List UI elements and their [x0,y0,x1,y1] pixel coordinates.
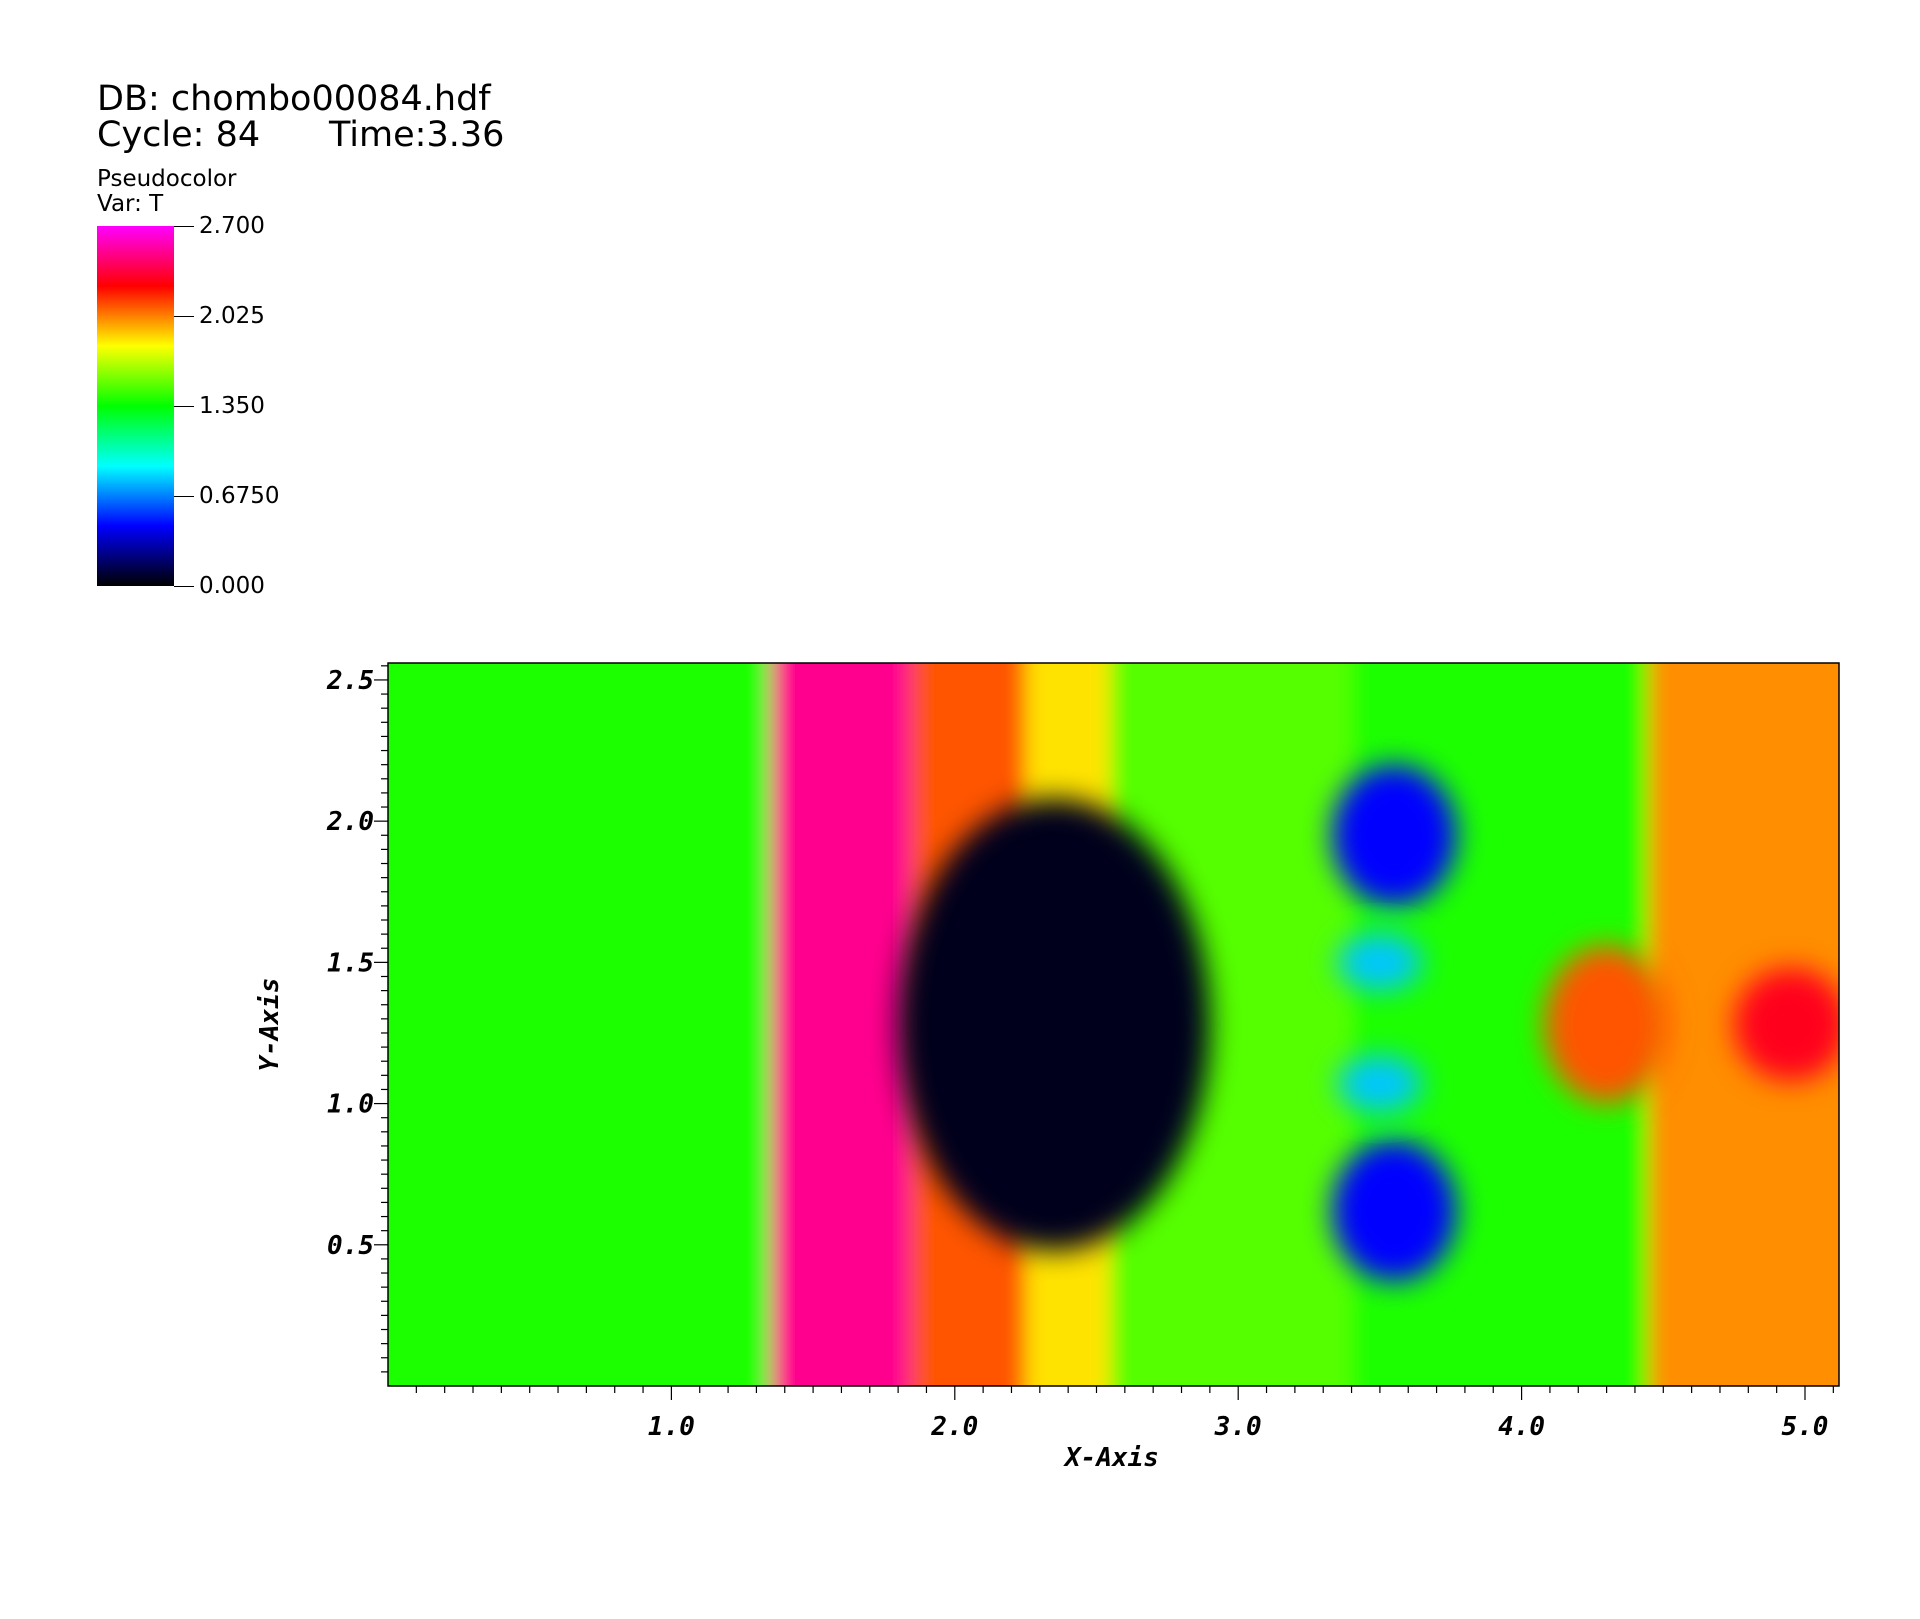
field-region [1331,764,1457,906]
colorbar-tick [174,316,194,317]
field-region [1337,934,1423,991]
legend-variable: Var: T [97,191,164,217]
colorbar [97,226,174,586]
y-axis-tick-label: 1.0 [327,1090,374,1120]
colorbar-tick [174,496,194,497]
x-axis-tick-label: 5.0 [1782,1412,1829,1442]
field-band [388,663,771,1386]
colorbar-tick [174,586,194,587]
colorbar-tick-label: 2.025 [199,303,265,329]
field-region [898,798,1210,1251]
cycle-time-row: Cycle: 84 Time:3.36 [97,115,504,155]
legend-title: Pseudocolor [97,166,237,192]
colorbar-tick [174,406,194,407]
field-region [1544,945,1669,1104]
colorbar-tick-label: 0.6750 [199,483,280,509]
time-label: Time:3.36 [329,115,505,155]
temperature-field [388,663,1839,1386]
database-label: DB: chombo00084.hdf [97,79,491,119]
y-axis: 0.5 1.0 1.5 2.0 2.5 [326,665,388,1373]
colorbar-tick-label: 0.000 [199,573,265,599]
y-axis-tick-label: 1.5 [327,948,374,978]
x-axis-tick-label: 3.0 [1214,1412,1262,1442]
x-axis-title: X-Axis [1063,1443,1159,1473]
plot-frame [387,662,1840,1387]
colorbar-tick-label: 1.350 [199,393,265,419]
colorbar-tick-label: 2.700 [199,213,265,239]
x-axis: 1.0 2.0 3.0 4.0 5.0 [415,1386,1834,1442]
field-region [1734,968,1839,1081]
x-axis-tick-label: 4.0 [1498,1412,1545,1442]
x-axis-tick-label: 2.0 [930,1412,978,1442]
field-band [770,663,913,1386]
y-axis-tick-label: 2.5 [326,666,374,696]
y-axis-title: Y-Axis [255,978,285,1072]
colorbar-tick [174,226,194,227]
cycle-label: Cycle: 84 [97,115,261,155]
x-axis-tick-label: 1.0 [648,1412,695,1442]
y-axis-tick-label: 2.0 [326,807,374,837]
field-region [1331,1140,1457,1282]
y-axis-tick-label: 0.5 [327,1231,374,1261]
field-region [1337,1055,1423,1113]
